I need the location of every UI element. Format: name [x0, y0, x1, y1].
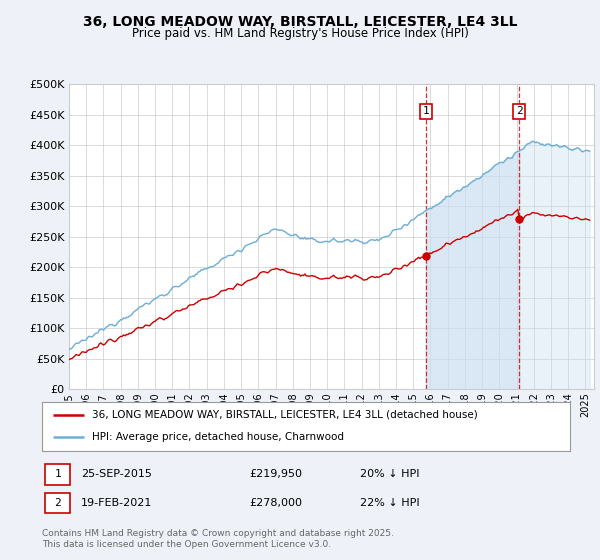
Text: 1: 1: [422, 106, 429, 116]
Text: 1: 1: [54, 469, 61, 479]
Text: £219,950: £219,950: [249, 469, 302, 479]
Text: 36, LONG MEADOW WAY, BIRSTALL, LEICESTER, LE4 3LL (detached house): 36, LONG MEADOW WAY, BIRSTALL, LEICESTER…: [92, 410, 478, 420]
Text: £278,000: £278,000: [249, 498, 302, 508]
Text: Price paid vs. HM Land Registry's House Price Index (HPI): Price paid vs. HM Land Registry's House …: [131, 27, 469, 40]
Text: 19-FEB-2021: 19-FEB-2021: [81, 498, 152, 508]
Text: 36, LONG MEADOW WAY, BIRSTALL, LEICESTER, LE4 3LL: 36, LONG MEADOW WAY, BIRSTALL, LEICESTER…: [83, 15, 517, 29]
Text: HPI: Average price, detached house, Charnwood: HPI: Average price, detached house, Char…: [92, 432, 344, 442]
Text: 20% ↓ HPI: 20% ↓ HPI: [360, 469, 419, 479]
Text: 22% ↓ HPI: 22% ↓ HPI: [360, 498, 419, 508]
Text: Contains HM Land Registry data © Crown copyright and database right 2025.
This d: Contains HM Land Registry data © Crown c…: [42, 529, 394, 549]
Text: 2: 2: [516, 106, 523, 116]
Text: 25-SEP-2015: 25-SEP-2015: [81, 469, 152, 479]
Text: 2: 2: [54, 498, 61, 508]
